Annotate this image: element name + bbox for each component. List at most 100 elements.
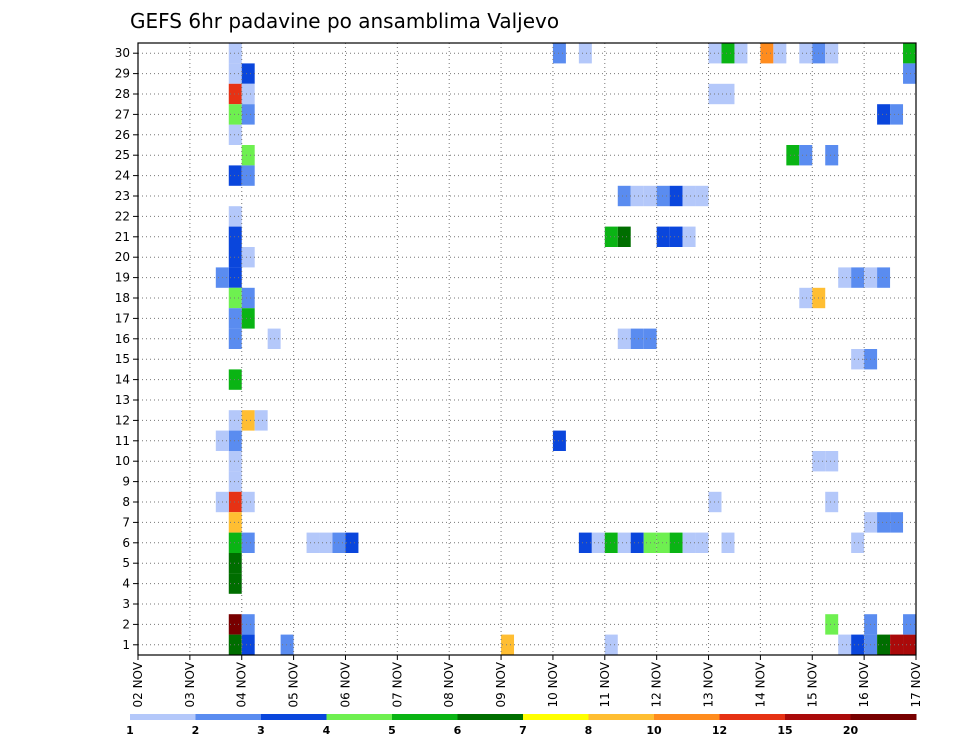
heatmap-cell	[799, 43, 813, 64]
heatmap-cell	[228, 247, 242, 268]
heatmap-cell	[345, 532, 359, 553]
heatmap-cell	[682, 532, 696, 553]
heatmap-cell	[241, 145, 255, 166]
y-tick-label: 14	[115, 373, 130, 387]
legend-swatch	[588, 714, 655, 720]
y-tick-label: 8	[122, 495, 130, 509]
heatmap-cell	[773, 43, 787, 64]
y-tick-label: 4	[122, 577, 130, 591]
heatmap-cell	[825, 145, 839, 166]
heatmap-cell	[825, 451, 839, 472]
y-tick-label: 18	[115, 291, 130, 305]
y-tick-label: 7	[122, 515, 130, 529]
heatmap-cell	[228, 634, 242, 655]
x-tick-label: 15 NOV	[805, 661, 819, 707]
chart-title: GEFS 6hr padavine po ansamblima Valjevo	[130, 9, 559, 33]
heatmap-cell	[241, 614, 255, 635]
x-tick-label: 17 NOV	[909, 661, 923, 707]
heatmap-cell	[228, 226, 242, 247]
heatmap-cell	[903, 634, 916, 655]
heatmap-cell	[877, 634, 891, 655]
heatmap-cell	[903, 614, 916, 635]
heatmap-cell	[228, 553, 242, 574]
heatmap-cell	[825, 491, 839, 513]
y-tick-label: 15	[115, 352, 130, 366]
legend-swatch	[326, 714, 393, 720]
heatmap-cell	[851, 349, 865, 370]
heatmap-cell	[241, 532, 255, 553]
x-tick-label: 03 NOV	[183, 661, 197, 707]
heatmap-cell	[721, 532, 735, 553]
heatmap-cell	[228, 471, 242, 492]
y-tick-label: 11	[115, 434, 130, 448]
heatmap-cell	[306, 532, 320, 553]
heatmap-cell	[578, 43, 592, 64]
heatmap-cell	[877, 512, 891, 533]
heatmap-cell	[721, 43, 735, 64]
y-tick-label: 19	[115, 271, 130, 285]
heatmap-cell	[228, 165, 242, 186]
y-tick-label: 1	[122, 638, 130, 652]
heatmap-cell	[851, 634, 865, 655]
x-axis: 02 NOV 03 NOV 04 NOV 05 NOV 06 NOV 07 NOV 08 N…	[131, 655, 923, 708]
heatmap-cell	[241, 491, 255, 513]
heatmap-cell	[708, 491, 722, 513]
y-tick-label: 20	[115, 250, 130, 264]
heatmap-cell	[617, 226, 631, 247]
y-tick-label: 23	[115, 189, 130, 203]
heatmap-cell	[241, 165, 255, 186]
y-axis: 1234567891011121314151617181920212223242…	[115, 46, 138, 652]
heatmap-cell	[630, 328, 644, 349]
heatmap-cell	[228, 43, 242, 64]
legend-label: 7	[519, 724, 527, 737]
heatmap-cell	[630, 532, 644, 553]
heatmap-cell	[228, 512, 242, 533]
y-tick-label: 10	[115, 454, 130, 468]
heatmap-cell	[838, 634, 852, 655]
heatmap-cell	[682, 226, 696, 247]
legend-label: 2	[192, 724, 200, 737]
heatmap-cell	[228, 573, 242, 594]
heatmap-cell	[877, 267, 891, 288]
legend-swatch	[523, 714, 589, 720]
legend-label: 1	[126, 724, 134, 737]
heatmap-cell	[825, 614, 839, 635]
x-tick-label: 14 NOV	[753, 661, 767, 707]
legend-swatch	[130, 714, 196, 720]
heatmap-cell	[228, 491, 242, 513]
heatmap-cell	[799, 145, 813, 166]
y-tick-label: 6	[122, 536, 130, 550]
heatmap-cell	[604, 634, 618, 655]
legend-swatch	[261, 714, 327, 720]
heatmap-cell	[656, 226, 670, 247]
heatmap-cell	[228, 369, 242, 390]
heatmap-cell	[228, 451, 242, 472]
heatmap-cell	[890, 512, 904, 533]
x-tick-label: 16 NOV	[857, 661, 871, 707]
heatmap-cell	[241, 287, 255, 309]
x-tick-label: 11 NOV	[598, 661, 612, 707]
heatmap-cell	[501, 634, 515, 655]
heatmap-cell	[280, 634, 294, 655]
x-tick-label: 06 NOV	[338, 661, 352, 707]
heatmap-cell	[721, 83, 735, 105]
y-tick-label: 28	[115, 87, 130, 101]
x-tick-label: 08 NOV	[442, 661, 456, 707]
y-tick-label: 24	[115, 169, 130, 183]
legend-label: 8	[585, 724, 593, 737]
heatmap-cell	[669, 226, 683, 247]
legend-swatch	[654, 714, 720, 720]
heatmap-cell	[228, 430, 242, 451]
y-tick-label: 12	[115, 413, 130, 427]
legend-swatch	[719, 714, 786, 720]
legend-label: 10	[646, 724, 662, 737]
legend-label: 4	[323, 724, 331, 737]
heatmap-cell	[241, 247, 255, 268]
heatmap-cell	[656, 185, 670, 207]
x-tick-label: 13 NOV	[702, 661, 716, 707]
heatmap-cell	[617, 328, 631, 349]
y-tick-label: 13	[115, 393, 130, 407]
heatmap-cell	[617, 185, 631, 207]
heatmap-cell	[630, 185, 644, 207]
